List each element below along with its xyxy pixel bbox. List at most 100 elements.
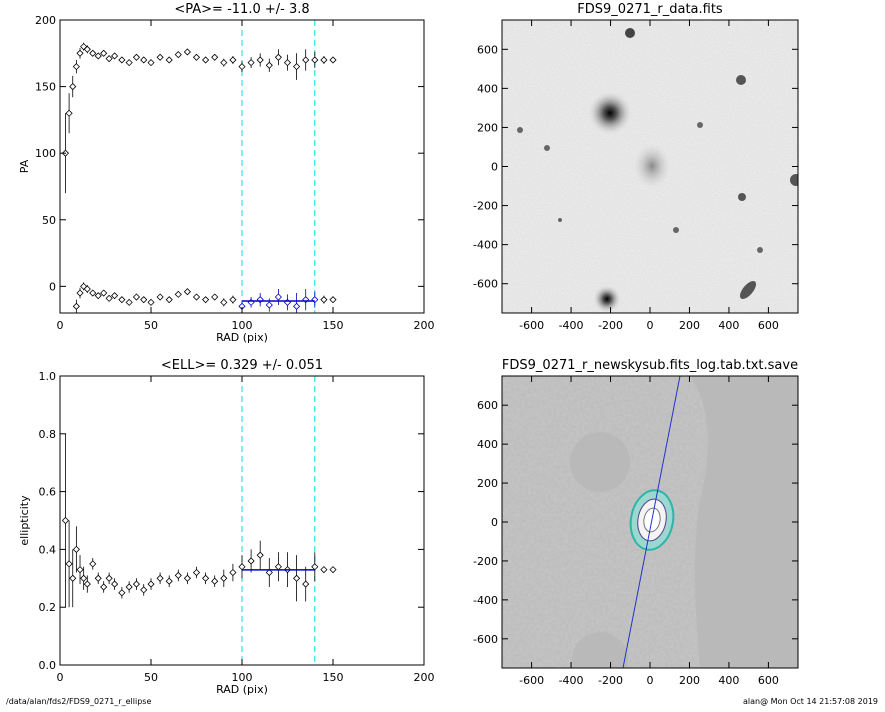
data-point [140, 56, 148, 64]
model-image [502, 376, 798, 668]
data-point [132, 580, 141, 588]
y-tick-label: -600 [473, 278, 498, 291]
data-point [147, 580, 155, 588]
data-point [311, 296, 319, 304]
data-point [140, 296, 148, 304]
data-point [320, 566, 328, 574]
data-point [140, 586, 148, 594]
x-axis-label: RAD (pix) [216, 331, 268, 344]
data-point [220, 574, 228, 582]
data-point [256, 551, 264, 559]
data-point [94, 574, 102, 582]
data-point [329, 566, 337, 574]
data-point [105, 574, 113, 582]
data-point [302, 296, 310, 304]
data-point [105, 294, 113, 302]
data-point [302, 56, 310, 64]
data-point [211, 577, 219, 585]
data-point [238, 63, 246, 71]
data-point [302, 580, 310, 588]
data-point [118, 56, 126, 64]
data-point [156, 293, 164, 301]
y-tick-label: 200 [477, 477, 498, 490]
data-point [100, 583, 108, 591]
y-tick-label: -200 [473, 200, 498, 213]
y-tick-label: 1.0 [39, 370, 57, 383]
x-tick-label: -200 [598, 674, 623, 687]
data-point [72, 302, 80, 310]
data-point [94, 52, 102, 60]
data-point [132, 53, 141, 61]
data-point [83, 285, 91, 293]
data-point [293, 302, 301, 310]
data-point [320, 296, 328, 304]
y-tick-label: 0.4 [39, 543, 57, 556]
data-point [274, 53, 282, 61]
data-point [192, 53, 201, 61]
x-tick-label: 200 [679, 674, 700, 687]
data-point [320, 56, 328, 64]
data-point [80, 574, 88, 582]
data-point [274, 293, 282, 301]
data-point [69, 574, 77, 582]
data-point [183, 574, 191, 582]
x-tick-label: 200 [414, 671, 435, 684]
data-point [118, 296, 126, 304]
chart-title: <PA>= -11.0 +/- 3.8 [174, 2, 309, 17]
data-point [80, 43, 88, 51]
y-tick-label: -400 [473, 239, 498, 252]
x-tick-label: -600 [519, 674, 544, 687]
x-tick-label: 200 [414, 319, 435, 332]
data-point [229, 296, 237, 304]
data-point [89, 560, 97, 568]
data-point [76, 49, 84, 57]
sky-image [502, 20, 798, 313]
y-tick-label: -200 [473, 555, 498, 568]
y-tick-label: 400 [477, 438, 498, 451]
data-point [183, 288, 191, 296]
data-point [72, 545, 80, 553]
y-tick-label: 200 [477, 121, 498, 134]
y-tick-label: 0.8 [39, 428, 57, 441]
data-point [70, 323, 76, 329]
data-point [89, 49, 97, 57]
data-point [265, 61, 273, 69]
y-tick-label: 150 [35, 81, 56, 94]
plot-area [61, 376, 337, 665]
footer-left: /data/alan/fds2/FDS9_0271_r_ellipse [6, 697, 151, 706]
data-point [329, 56, 337, 64]
data-point [183, 48, 191, 56]
data-point [256, 56, 264, 64]
data-point [265, 301, 273, 309]
y-tick-label: 200 [35, 14, 56, 27]
data-point [147, 298, 155, 306]
data-point [329, 296, 337, 304]
y-tick-label: 50 [42, 214, 56, 227]
data-point [165, 577, 173, 585]
data-point [192, 293, 201, 301]
data-point [293, 574, 301, 582]
x-tick-label: 600 [758, 674, 779, 687]
y-axis-label: ellipticity [18, 495, 31, 546]
x-tick-label: 0 [57, 319, 64, 332]
data-point [66, 350, 72, 356]
data-point [229, 56, 237, 64]
data-point [72, 63, 80, 71]
data-point [211, 53, 219, 61]
x-tick-label: 150 [323, 319, 344, 332]
data-point [94, 292, 102, 300]
x-tick-label: 600 [758, 319, 779, 332]
data-point [311, 563, 319, 571]
footer-right: alan@ Mon Oct 14 21:57:08 2019 [743, 697, 878, 706]
chart-title: FDS9_0271_r_data.fits [577, 2, 723, 17]
data-point [220, 59, 228, 67]
data-point [174, 51, 182, 59]
y-tick-label: 600 [477, 399, 498, 412]
data-point [147, 59, 155, 67]
y-tick-label: 0.2 [39, 601, 57, 614]
data-point [256, 296, 264, 304]
data-point [165, 296, 173, 304]
data-point [61, 516, 70, 525]
x-tick-label: 50 [144, 671, 158, 684]
data-point [80, 282, 88, 290]
